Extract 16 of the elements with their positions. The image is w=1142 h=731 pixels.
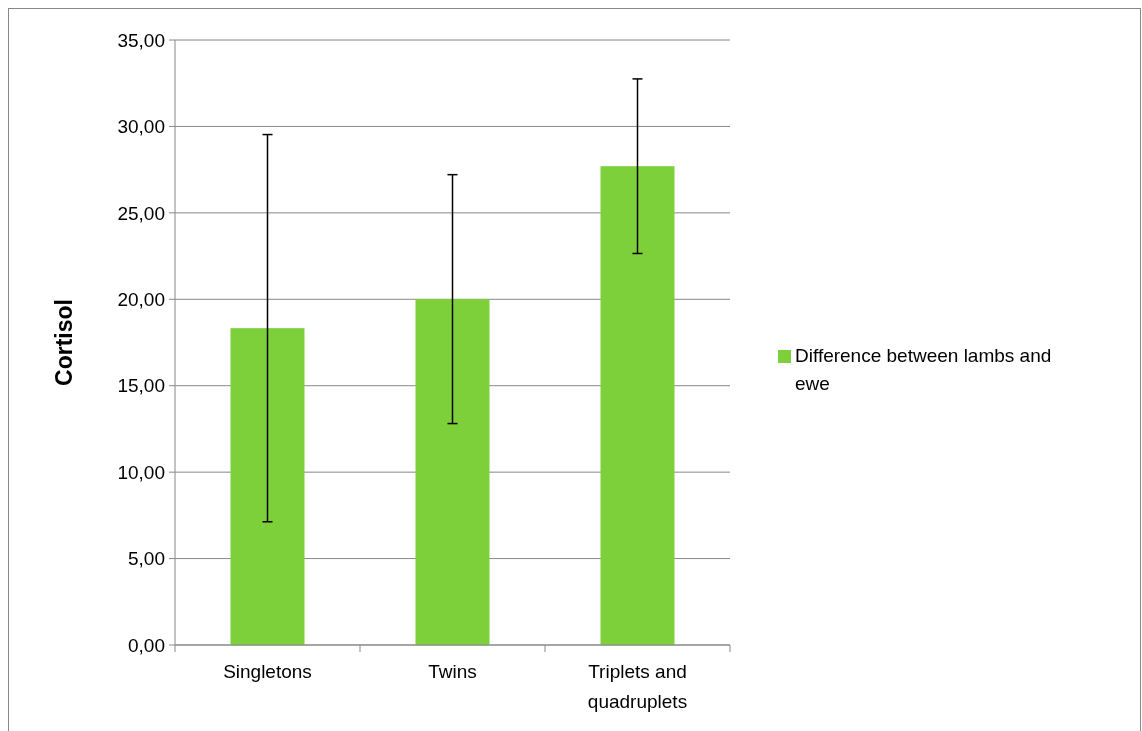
y-tick-label: 15,00 <box>117 375 165 397</box>
legend-label: Difference between lambs and ewe <box>795 345 1052 394</box>
y-tick-label: 10,00 <box>117 461 165 483</box>
y-tick-label: 30,00 <box>117 116 165 138</box>
y-axis-title: Cortisol <box>51 299 77 386</box>
x-tick-label: Twins <box>428 661 477 682</box>
y-tick-label: 25,00 <box>117 202 165 224</box>
y-tick-label: 0,00 <box>128 634 165 656</box>
x-tick-label: Triplets and quadruplets <box>587 661 688 712</box>
x-tick-label: Singletons <box>223 661 312 682</box>
bar <box>600 166 675 645</box>
bar <box>230 328 305 645</box>
bar <box>415 299 490 645</box>
y-tick-label: 20,00 <box>117 288 165 310</box>
y-tick-label: 35,00 <box>117 29 165 51</box>
y-tick-label: 5,00 <box>128 548 165 570</box>
